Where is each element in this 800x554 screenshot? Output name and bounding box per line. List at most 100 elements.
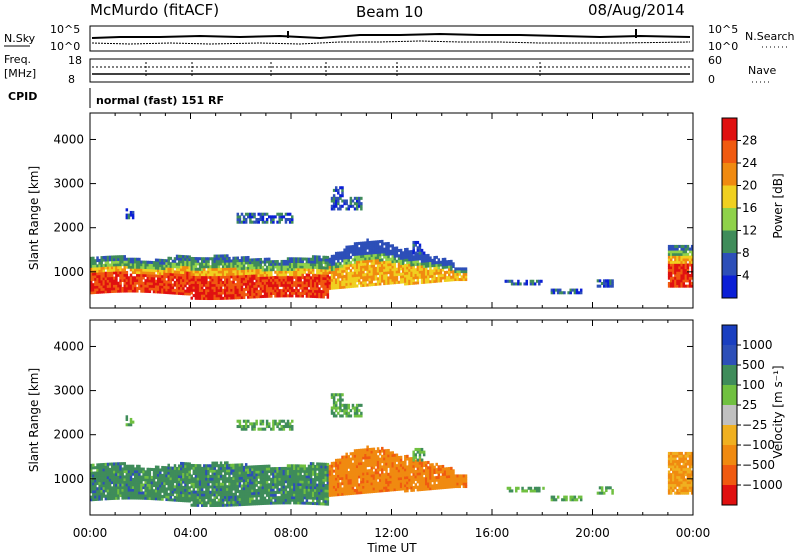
data-cell bbox=[217, 503, 221, 507]
data-cell bbox=[236, 468, 240, 472]
data-cell bbox=[550, 291, 554, 295]
data-cell bbox=[276, 220, 279, 224]
data-cell bbox=[676, 258, 679, 262]
data-cell bbox=[211, 501, 214, 505]
data-cell bbox=[267, 477, 271, 481]
data-cell bbox=[293, 464, 296, 468]
data-cell bbox=[274, 490, 277, 494]
data-cell bbox=[362, 246, 365, 250]
data-cell bbox=[286, 480, 290, 484]
data-cell bbox=[326, 492, 330, 496]
data-cell bbox=[125, 273, 129, 277]
data-cell bbox=[295, 474, 298, 478]
data-cell bbox=[427, 259, 430, 263]
data-cell bbox=[165, 482, 168, 486]
data-cell bbox=[301, 493, 304, 497]
data-cell bbox=[211, 464, 214, 468]
data-cell bbox=[150, 266, 154, 270]
data-cell bbox=[529, 282, 533, 286]
data-cell bbox=[416, 268, 420, 272]
data-cell bbox=[349, 465, 353, 469]
data-cell bbox=[301, 257, 304, 261]
data-cell bbox=[175, 289, 179, 293]
data-cell bbox=[257, 212, 260, 216]
data-cell bbox=[690, 284, 694, 288]
data-cell bbox=[343, 248, 346, 252]
data-cell bbox=[311, 284, 315, 288]
data-cell bbox=[219, 493, 223, 497]
data-cell bbox=[372, 261, 376, 265]
data-cell bbox=[280, 477, 284, 481]
data-cell bbox=[159, 479, 162, 483]
data-cell bbox=[341, 280, 344, 284]
data-cell bbox=[217, 488, 221, 492]
data-cell bbox=[119, 478, 122, 482]
data-cell bbox=[370, 471, 374, 475]
data-cell bbox=[267, 265, 271, 269]
data-cell bbox=[389, 278, 392, 282]
data-cell bbox=[669, 279, 673, 283]
data-cell bbox=[190, 296, 193, 300]
data-cell bbox=[244, 484, 248, 488]
data-cell bbox=[234, 476, 237, 480]
data-cell bbox=[200, 296, 204, 300]
data-cell bbox=[410, 268, 413, 272]
data-cell bbox=[322, 462, 325, 466]
data-cell bbox=[690, 274, 694, 278]
data-cell bbox=[236, 218, 240, 222]
data-cell bbox=[106, 468, 110, 472]
data-cell bbox=[186, 488, 189, 492]
data-cell bbox=[688, 250, 692, 254]
data-cell bbox=[307, 488, 311, 492]
data-cell bbox=[391, 475, 394, 479]
data-cell bbox=[360, 270, 363, 274]
data-cell bbox=[366, 262, 369, 266]
data-cell bbox=[347, 266, 351, 270]
data-cell bbox=[265, 220, 269, 224]
data-cell bbox=[136, 263, 139, 267]
data-cell bbox=[125, 467, 129, 471]
data-cell bbox=[104, 489, 108, 493]
data-cell bbox=[263, 499, 267, 503]
data-cell bbox=[104, 473, 108, 477]
data-cell bbox=[330, 273, 334, 277]
data-cell bbox=[324, 282, 327, 286]
data-cell bbox=[194, 482, 198, 486]
data-cell bbox=[358, 268, 361, 272]
data-cell bbox=[249, 220, 252, 224]
data-cell bbox=[265, 480, 269, 484]
data-cell bbox=[303, 483, 307, 487]
data-cell bbox=[244, 282, 248, 286]
data-cell bbox=[119, 260, 122, 264]
data-cell bbox=[113, 480, 116, 484]
data-cell bbox=[389, 252, 392, 256]
data-cell bbox=[399, 482, 403, 486]
data-cell bbox=[326, 261, 330, 265]
data-cell bbox=[433, 263, 436, 268]
data-cell bbox=[399, 251, 403, 255]
data-cell bbox=[207, 281, 210, 285]
data-cell bbox=[416, 254, 420, 258]
data-cell bbox=[301, 498, 304, 502]
data-cell bbox=[370, 466, 374, 470]
data-cell bbox=[131, 213, 135, 217]
data-cell bbox=[257, 467, 260, 471]
data-cell bbox=[108, 483, 112, 487]
data-cell bbox=[259, 480, 263, 484]
data-cell bbox=[146, 271, 150, 275]
data-cell bbox=[238, 274, 242, 278]
data-cell bbox=[221, 469, 225, 473]
data-cell bbox=[328, 491, 332, 495]
data-cell bbox=[267, 278, 271, 282]
data-cell bbox=[131, 286, 135, 290]
data-cell bbox=[395, 474, 399, 478]
data-cell bbox=[374, 253, 378, 257]
data-cell bbox=[175, 498, 179, 502]
data-cell bbox=[368, 267, 371, 271]
data-cell bbox=[414, 268, 418, 272]
data-cell bbox=[339, 469, 342, 473]
data-cell bbox=[383, 449, 386, 453]
data-cell bbox=[249, 287, 252, 291]
data-cell bbox=[429, 256, 432, 260]
data-cell bbox=[684, 250, 688, 254]
